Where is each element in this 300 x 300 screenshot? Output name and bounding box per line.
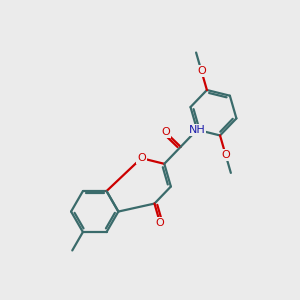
Text: O: O — [161, 127, 170, 137]
Text: NH: NH — [189, 125, 206, 135]
Text: O: O — [197, 66, 206, 76]
Text: O: O — [221, 150, 230, 160]
Text: O: O — [137, 153, 146, 163]
Text: O: O — [156, 218, 164, 228]
